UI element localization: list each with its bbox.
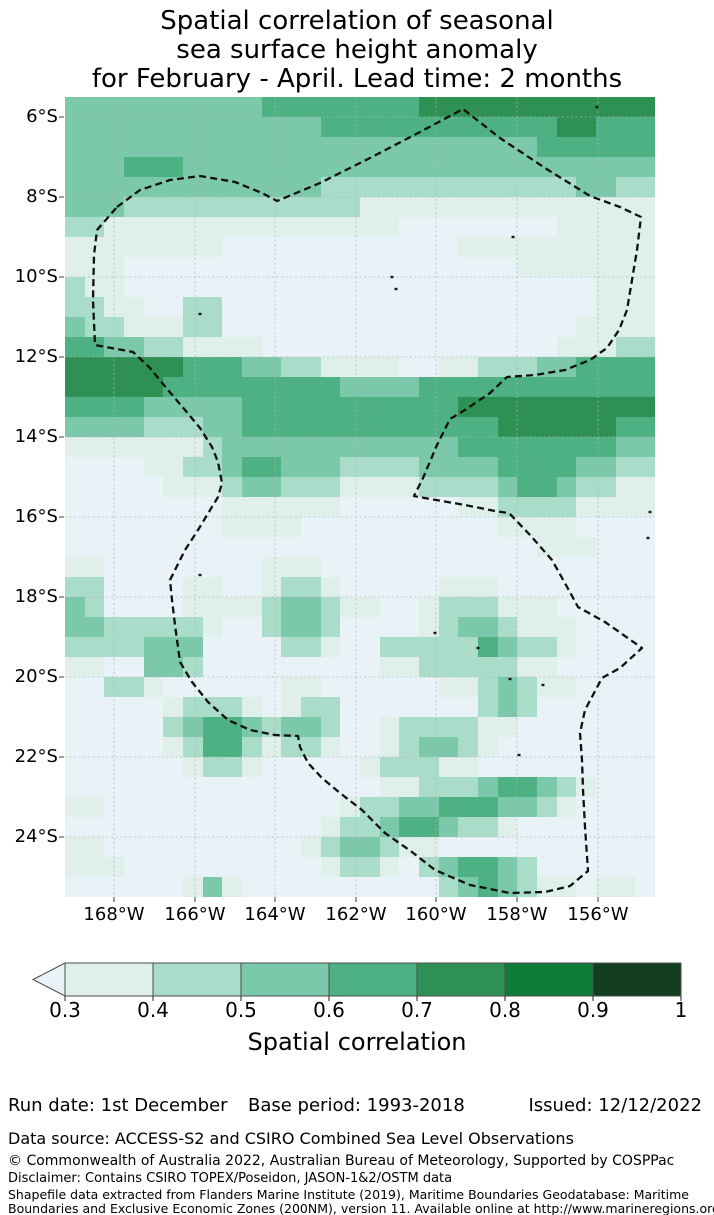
y-tick-label: 10°S bbox=[14, 266, 58, 287]
island-marker bbox=[646, 536, 650, 540]
x-tick-label: 164°W bbox=[244, 904, 306, 925]
x-tick-label: 168°W bbox=[83, 904, 145, 925]
island-marker bbox=[394, 287, 398, 291]
y-tick-label: 12°S bbox=[14, 346, 58, 367]
colorbar-label: Spatial correlation bbox=[247, 1028, 467, 1056]
shapefile-attribution-line1: Shapefile data extracted from Flanders M… bbox=[8, 1187, 689, 1202]
island-marker bbox=[433, 631, 437, 635]
disclaimer-text: Disclaimer: Contains CSIRO TOPEX/Poseido… bbox=[8, 1171, 453, 1186]
y-tick-label: 6°S bbox=[26, 106, 58, 127]
colorbar-segment bbox=[328, 962, 418, 997]
island-marker bbox=[508, 677, 512, 681]
y-tick-label: 24°S bbox=[14, 826, 58, 847]
colorbar-under-arrow bbox=[31, 962, 66, 997]
x-tick-label: 156°W bbox=[567, 904, 629, 925]
colorbar-segment bbox=[504, 962, 594, 997]
y-tick-label: 20°S bbox=[14, 666, 58, 687]
shapefile-attribution-line2: Boundaries and Exclusive Economic Zones … bbox=[8, 1201, 714, 1215]
y-tick-label: 16°S bbox=[14, 506, 58, 527]
x-tick-label: 160°W bbox=[405, 904, 467, 925]
colorbar-tick-label: 0.4 bbox=[137, 998, 169, 1022]
island-marker bbox=[648, 510, 652, 514]
chart-title-line3: for February - April. Lead time: 2 month… bbox=[91, 64, 623, 94]
colorbar-tick-label: 0.6 bbox=[313, 998, 345, 1022]
colorbar-segment bbox=[64, 962, 154, 997]
island-marker bbox=[390, 275, 394, 279]
island-marker bbox=[198, 573, 202, 577]
colorbar-tick-label: 0.8 bbox=[489, 998, 521, 1022]
copyright-text: © Commonwealth of Australia 2022, Austra… bbox=[8, 1153, 675, 1169]
chart-title-line1: Spatial correlation of seasonal bbox=[160, 6, 554, 36]
issued-date-text: Issued: 12/12/2022 bbox=[528, 1095, 702, 1116]
y-tick-label: 22°S bbox=[14, 746, 58, 767]
island-marker bbox=[511, 235, 515, 239]
colorbar-segment bbox=[152, 962, 242, 997]
island-marker bbox=[198, 312, 202, 316]
x-tick-label: 162°W bbox=[325, 904, 387, 925]
colorbar-tick-label: 0.3 bbox=[49, 998, 81, 1022]
eez-boundary-line bbox=[91, 107, 644, 895]
x-tick-label: 166°W bbox=[164, 904, 226, 925]
colorbar-svg bbox=[31, 962, 682, 1001]
colorbar-tick-label: 1 bbox=[674, 998, 688, 1022]
island-marker bbox=[517, 753, 521, 757]
island-marker bbox=[541, 683, 545, 687]
colorbar-segment bbox=[416, 962, 506, 997]
colorbar-tick-label: 0.9 bbox=[577, 998, 609, 1022]
chart-title: Spatial correlation of seasonal sea surf… bbox=[0, 7, 714, 94]
run-date-text: Run date: 1st December bbox=[8, 1095, 228, 1116]
island-marker bbox=[595, 105, 599, 109]
colorbar-tick-label: 0.7 bbox=[401, 998, 433, 1022]
base-period-text: Base period: 1993-2018 bbox=[248, 1095, 465, 1116]
data-source-text: Data source: ACCESS-S2 and CSIRO Combine… bbox=[8, 1129, 574, 1148]
correlation-raster bbox=[65, 97, 655, 897]
y-tick-label: 18°S bbox=[14, 586, 58, 607]
colorbar-segment bbox=[240, 962, 330, 997]
map-overlay bbox=[59, 97, 655, 902]
colorbar-segment bbox=[592, 962, 682, 997]
colorbar-tick-label: 0.5 bbox=[225, 998, 257, 1022]
x-tick-label: 158°W bbox=[486, 904, 548, 925]
y-tick-label: 8°S bbox=[26, 186, 58, 207]
island-marker bbox=[476, 646, 480, 650]
map-plot-area bbox=[59, 97, 655, 902]
y-tick-label: 14°S bbox=[14, 426, 58, 447]
chart-title-line2: sea surface height anomaly bbox=[176, 35, 538, 65]
